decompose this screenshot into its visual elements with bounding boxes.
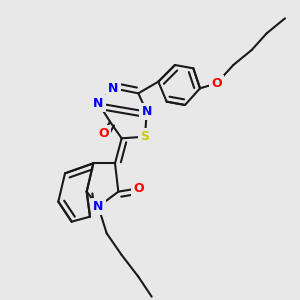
Text: O: O <box>133 182 144 195</box>
Text: N: N <box>142 105 152 118</box>
Text: N: N <box>108 82 119 95</box>
Text: N: N <box>93 200 104 213</box>
Text: O: O <box>212 77 222 90</box>
Text: N: N <box>93 97 104 110</box>
Text: S: S <box>140 130 149 143</box>
Text: O: O <box>98 127 109 140</box>
